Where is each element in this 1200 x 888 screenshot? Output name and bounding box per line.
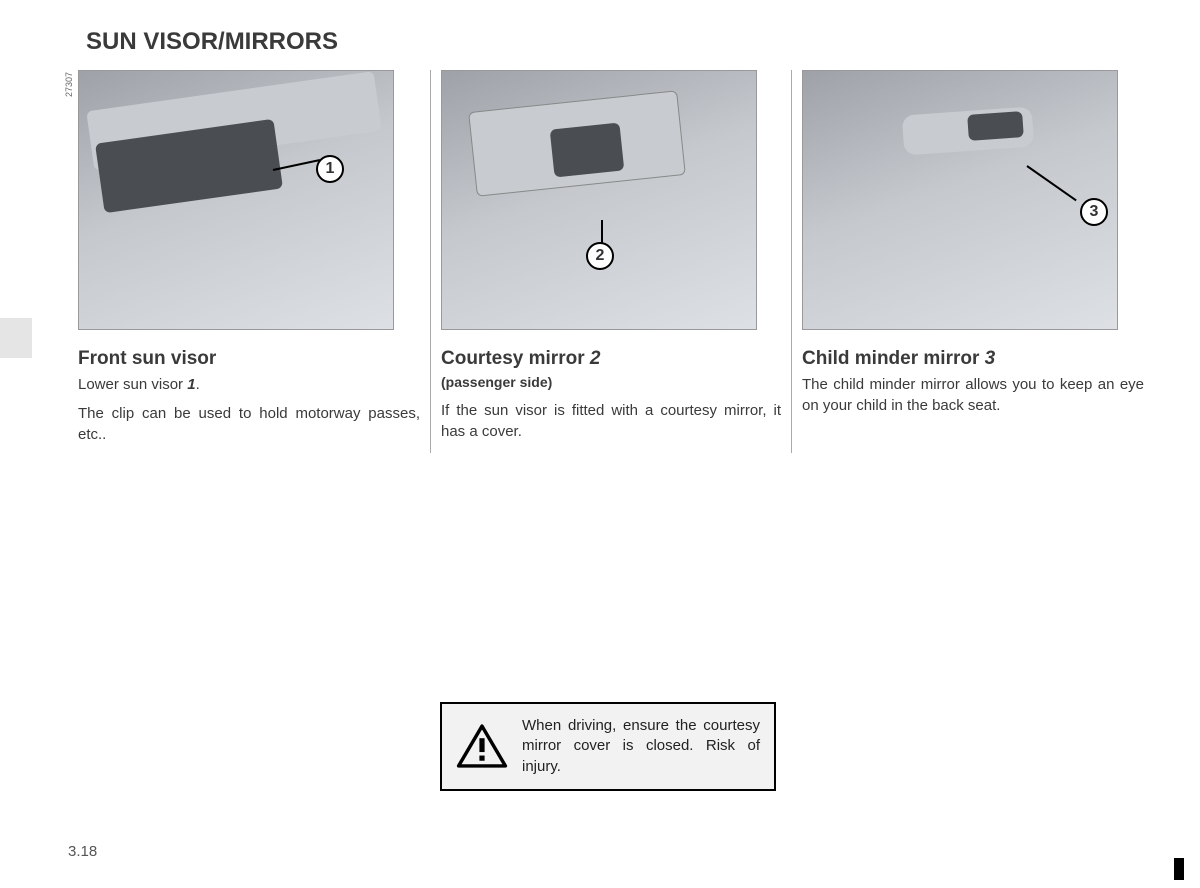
figure-1 — [78, 70, 394, 330]
heading-courtesy-mirror: Courtesy mirror 2 — [441, 348, 781, 370]
content-columns: 27307 1 Front sun visor Lower sun visor … — [68, 70, 1154, 453]
column-courtesy-mirror: 27308 2 Courtesy mirror 2 (passenger sid… — [430, 70, 792, 453]
callout-3-num: 3 — [1090, 203, 1099, 221]
sub-courtesy: (passenger side) — [441, 374, 781, 390]
warning-box: When driving, ensure the courtesy mirror… — [440, 702, 776, 791]
figure-2 — [441, 70, 757, 330]
heading-2-num: 2 — [590, 348, 601, 369]
callout-1: 1 — [316, 155, 344, 183]
heading-1-text: Front sun visor — [78, 348, 216, 369]
heading-3-num: 3 — [985, 348, 996, 369]
callout-1-num: 1 — [326, 160, 335, 178]
p1a-b: . — [196, 376, 200, 393]
page-number: 3.18 — [68, 843, 97, 860]
page-title: SUN VISOR/MIRRORS — [86, 28, 338, 56]
figure-2-wrap: 27308 2 — [441, 70, 781, 330]
para-1b: The clip can be used to hold motorway pa… — [78, 403, 420, 445]
figure-1-wrap: 27307 1 — [78, 70, 420, 330]
para-3a: The child minder mirror allows you to ke… — [802, 374, 1144, 416]
corner-mark — [1174, 858, 1184, 880]
image-ref-1: 27307 — [64, 72, 74, 97]
column-child-minder: 27351 3 Child minder mirror 3 The child … — [792, 70, 1154, 453]
heading-child-minder: Child minder mirror 3 — [802, 348, 1144, 370]
heading-3-text: Child minder mirror — [802, 348, 985, 369]
side-tab — [0, 318, 32, 358]
figure-3-wrap: 27351 3 — [802, 70, 1144, 330]
p1a-i: 1 — [187, 376, 195, 393]
warning-text: When driving, ensure the courtesy mirror… — [522, 716, 760, 777]
p1a-a: Lower sun visor — [78, 376, 187, 393]
heading-2-text: Courtesy mirror — [441, 348, 590, 369]
callout-2-num: 2 — [596, 247, 605, 265]
callout-3: 3 — [1080, 198, 1108, 226]
para-1a: Lower sun visor 1. — [78, 374, 420, 395]
column-front-visor: 27307 1 Front sun visor Lower sun visor … — [68, 70, 430, 453]
para-2a: If the sun visor is fitted with a courte… — [441, 400, 781, 442]
callout-2: 2 — [586, 242, 614, 270]
heading-front-visor: Front sun visor — [78, 348, 420, 370]
warning-icon — [456, 723, 508, 769]
figure-3 — [802, 70, 1118, 330]
